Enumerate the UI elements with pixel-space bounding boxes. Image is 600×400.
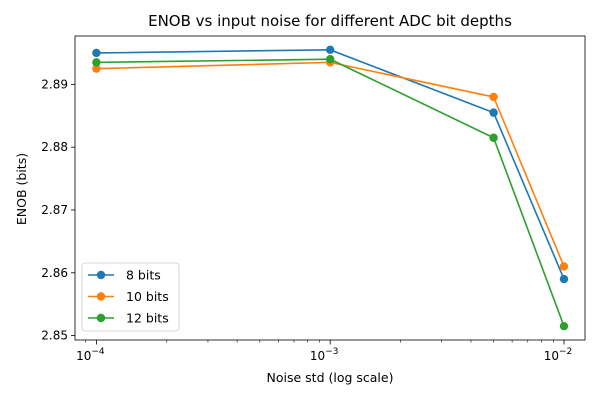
plot-frame [74, 35, 586, 341]
data-point [325, 55, 335, 64]
legend-label: 8 bits [126, 268, 161, 283]
x-tick-label: 10−2 [544, 347, 573, 363]
legend-label: 12 bits [126, 311, 169, 326]
data-point [489, 133, 498, 142]
y-axis: 2.85 2.86 2.87 2.88 2.89 [41, 77, 75, 343]
data-point [559, 321, 569, 331]
data-point [489, 92, 498, 102]
series-layer [92, 45, 569, 331]
series-line [96, 58, 565, 327]
legend-label: 10 bits [126, 289, 169, 304]
legend-box [81, 262, 180, 332]
series-8-bits [92, 45, 569, 284]
legend-marker [96, 313, 106, 323]
data-point [92, 48, 101, 58]
data-point [92, 58, 101, 67]
data-point [559, 274, 569, 284]
legend-marker [96, 292, 106, 301]
data-point [92, 64, 101, 73]
x-axis: 10−4 10−3 10−2 [76, 340, 572, 363]
series-line [96, 49, 565, 280]
legend-marker [96, 270, 106, 280]
y-tick-label: 2.86 [41, 266, 68, 280]
y-tick-label: 2.85 [41, 329, 68, 343]
legend: 8 bits 10 bits 12 bits [81, 262, 180, 332]
series-line [96, 61, 565, 267]
data-point [325, 45, 335, 55]
y-tick-label: 2.88 [41, 140, 68, 154]
y-axis-label: ENOB (bits) [14, 153, 29, 225]
x-axis-label: Noise std (log scale) [267, 370, 394, 385]
x-tick-label: 10−3 [310, 347, 339, 363]
chart-title: ENOB vs input noise for different ADC bi… [148, 12, 512, 30]
series-10-bits [92, 58, 569, 271]
data-point [489, 108, 498, 117]
y-tick-label: 2.89 [41, 77, 68, 91]
x-tick-label: 10−4 [76, 347, 105, 363]
series-12-bits [92, 55, 569, 331]
y-tick-label: 2.87 [41, 203, 68, 217]
data-point [559, 262, 569, 271]
